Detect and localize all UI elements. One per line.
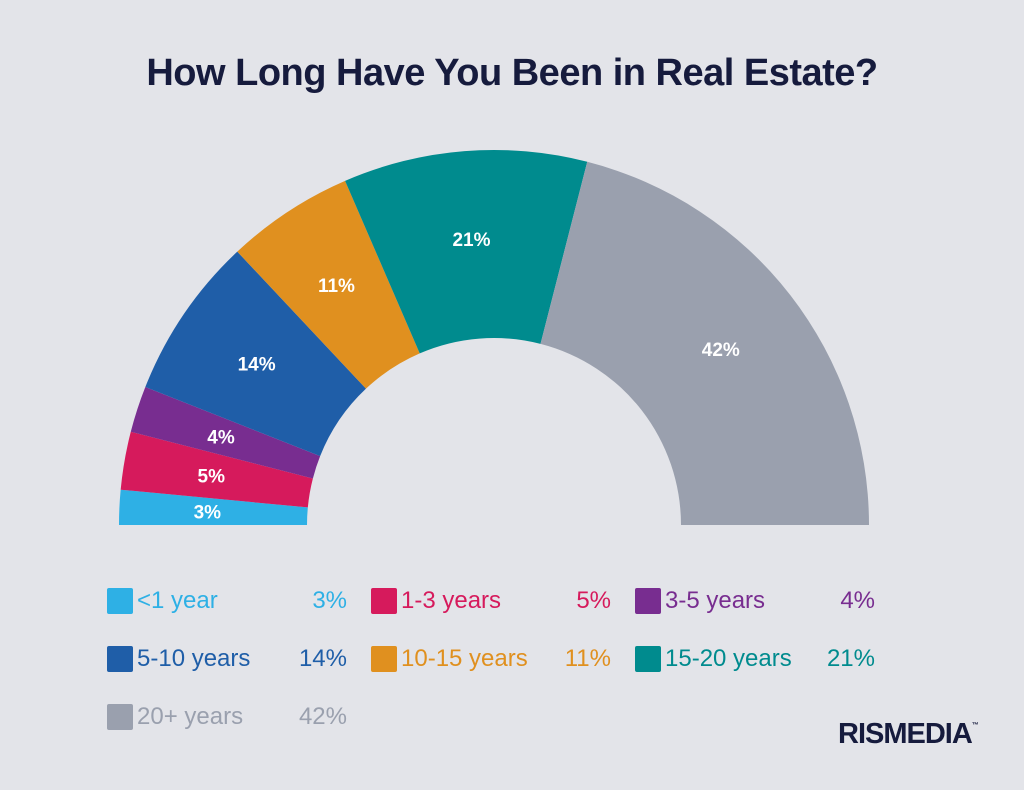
legend-swatch (635, 588, 661, 614)
legend-item: <1 year 3% (107, 586, 347, 616)
legend-label: 3-5 years (665, 587, 766, 614)
data-label: 21% (452, 230, 490, 251)
legend-label: 1-3 years (401, 587, 502, 614)
slice--1-year (119, 489, 308, 525)
data-label: 14% (238, 355, 276, 376)
legend-swatch (635, 646, 661, 672)
slice-3-5-years (130, 386, 321, 479)
legend-item: 5-10 years 14% (107, 644, 347, 674)
legend-item: 15-20 years 21% (635, 644, 875, 674)
legend-swatch (371, 588, 397, 614)
data-label: 4% (207, 427, 235, 448)
slice-15-20-years (345, 149, 588, 354)
chart-title: How Long Have You Been in Real Estate? (146, 52, 878, 94)
legend-swatch (107, 646, 133, 672)
legend-label: 20+ years (137, 703, 244, 730)
legend-value: 42% (298, 703, 347, 730)
legend-value: 14% (298, 645, 347, 672)
legend-swatch (107, 588, 133, 614)
data-label: 5% (198, 467, 226, 488)
rismedia-logo: RISMEDIA™ (838, 718, 979, 750)
legend-value: 3% (312, 587, 347, 614)
legend-value: 4% (840, 587, 875, 614)
legend-swatch (107, 704, 133, 730)
legend-label: 15-20 years (665, 645, 792, 672)
data-label: 42% (702, 340, 740, 361)
legend-item: 10-15 years 11% (371, 644, 611, 674)
legend-label: <1 year (137, 587, 218, 614)
legend-label: 10-15 years (401, 645, 528, 672)
legend-value: 21% (826, 645, 875, 672)
legend-item: 1-3 years 5% (371, 586, 611, 616)
legend-label: 5-10 years (137, 645, 251, 672)
legend-value: 11% (564, 645, 611, 672)
data-label: 11% (318, 276, 355, 297)
legend-value: 5% (576, 587, 611, 614)
legend-item: 3-5 years 4% (635, 586, 875, 616)
slice-20-years (540, 161, 869, 525)
slice-5-10-years (145, 251, 366, 457)
legend-item: 20+ years 42% (107, 702, 347, 732)
legend-swatch (371, 646, 397, 672)
data-label: 3% (194, 502, 222, 523)
slice-1-3-years (120, 431, 313, 508)
slice-10-15-years (237, 180, 420, 389)
